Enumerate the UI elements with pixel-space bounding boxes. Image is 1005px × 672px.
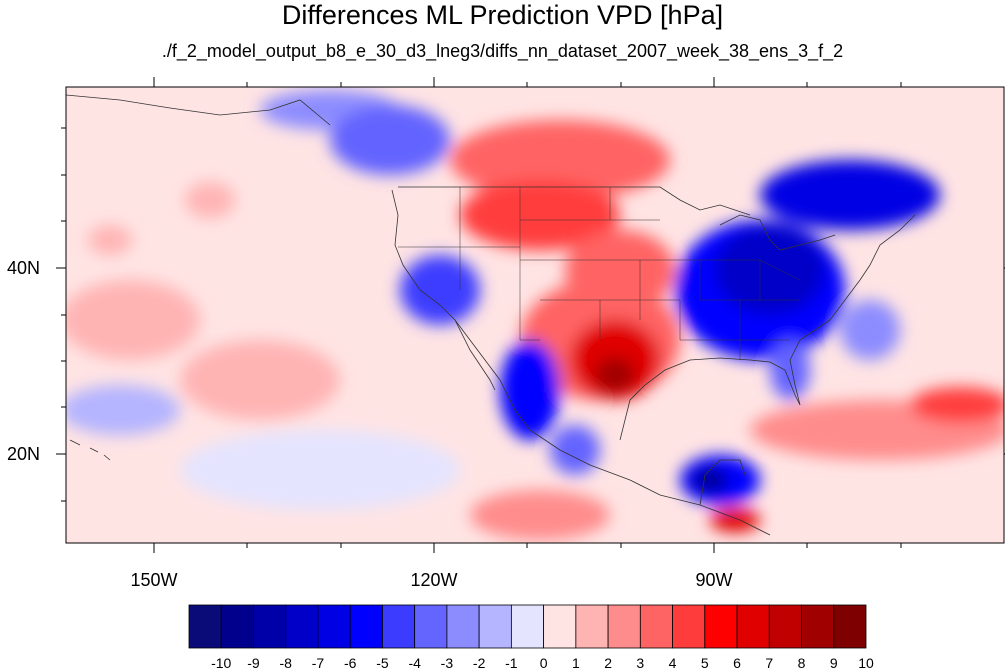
- colorbar-label: 2: [604, 655, 612, 671]
- colorbar-label: 10: [858, 655, 874, 671]
- state-boundaries: [398, 187, 801, 360]
- region-pacific-southwest-blue: [66, 385, 180, 435]
- x-tick-label: 120W: [410, 570, 457, 590]
- coastlines: [66, 94, 916, 536]
- colorbar-label: 8: [798, 655, 806, 671]
- region-central-america-red: [710, 508, 760, 532]
- mexico-west-coast: [529, 429, 771, 536]
- colorbar-swatch: [188, 604, 222, 649]
- colorbar-label: 1: [572, 655, 580, 671]
- colorbar-swatch: [285, 604, 319, 649]
- colorbar-label: 6: [733, 655, 741, 671]
- region-pacific-blob-4: [88, 225, 132, 255]
- plot-title: Differences ML Prediction VPD [hPa]: [281, 0, 724, 30]
- map-panel: [66, 87, 1004, 543]
- yucatan: [699, 459, 746, 506]
- alaska-coast: [66, 94, 331, 126]
- colorbar-swatch: [736, 604, 770, 649]
- canada-us-border: [398, 186, 751, 216]
- colorbar-label: -9: [247, 655, 260, 671]
- tick-marks: [56, 77, 1005, 553]
- colorbar-label: 3: [636, 655, 644, 671]
- colorbar-swatch: [575, 604, 609, 649]
- colorbar-swatch: [349, 604, 383, 649]
- colorbar-swatch: [607, 604, 641, 649]
- colorbar-swatch: [317, 604, 351, 649]
- region-canada-red: [450, 120, 670, 200]
- colorbar-label: -8: [279, 655, 292, 671]
- colorbar-swatch: [510, 604, 545, 649]
- x-tick-label: 90W: [695, 570, 732, 590]
- x-axis-labels: 150W 120W 90W: [130, 570, 732, 590]
- colorbar-label: 7: [765, 655, 773, 671]
- great-lakes: [719, 214, 836, 251]
- colorbar-label: -3: [441, 655, 454, 671]
- gulf-coast: [619, 214, 916, 441]
- colorbar-swatch: [768, 604, 802, 649]
- colorbar-swatch: [833, 604, 867, 649]
- colorbar-swatch: [414, 604, 448, 649]
- region-canada-west-blue: [330, 105, 450, 175]
- region-central-america-core: [692, 468, 728, 492]
- colorbar-label: -1: [505, 655, 518, 671]
- region-pacific-blob-3: [185, 182, 235, 218]
- colorbar-swatch: [220, 604, 254, 649]
- baja-california: [454, 319, 496, 391]
- plot-subtitle: ./f_2_model_output_b8_e_30_d3_lneg3/diff…: [161, 41, 844, 61]
- region-southwest-red: [470, 490, 610, 540]
- y-tick-label: 20N: [7, 444, 40, 464]
- colorbar-label: -10: [211, 655, 231, 671]
- colorbar-swatch: [639, 604, 673, 649]
- colorbar-label: 9: [830, 655, 838, 671]
- region-florida: [770, 340, 810, 400]
- colorbar-label: 4: [669, 655, 677, 671]
- colorbar-label: -2: [473, 655, 486, 671]
- region-eastern-canada: [760, 160, 940, 230]
- region-mexico-west-south: [550, 425, 600, 475]
- colorbar-label: -6: [344, 655, 357, 671]
- colorbar-swatch: [446, 604, 480, 649]
- hawaii: [69, 439, 111, 461]
- colorbar-swatch: [672, 604, 706, 649]
- colorbar-label: -7: [312, 655, 325, 671]
- region-northern-plains: [460, 180, 620, 250]
- region-pacific-blob-1: [66, 280, 200, 360]
- colorbar-swatch: [253, 604, 287, 649]
- colorbar-swatch: [801, 604, 835, 649]
- region-eastern-us-core: [715, 225, 825, 315]
- region-mexico-west: [500, 340, 560, 440]
- x-tick-label: 150W: [130, 570, 177, 590]
- colorbar-label: 0: [540, 655, 548, 671]
- colorbar-label: -5: [376, 655, 389, 671]
- colorbar-label: 5: [701, 655, 709, 671]
- region-pacific-blob-2: [180, 340, 340, 420]
- region-caribbean-band-east: [910, 387, 1004, 423]
- region-atlantic-coast: [840, 300, 900, 360]
- region-california: [400, 255, 480, 325]
- colorbar-swatch: [478, 604, 512, 649]
- y-axis-labels: 40N 20N: [7, 258, 40, 464]
- colorbar-swatch: [704, 604, 738, 649]
- colorbar: -10 -9 -8 -7 -6 -5 -4 -3 -2 -1 0 1 2 3 4 5 6 7 8 9 10: [188, 604, 874, 671]
- colorbar-label: -4: [408, 655, 421, 671]
- colorbar-swatch: [382, 604, 416, 649]
- north-america-west-coast: [391, 189, 531, 431]
- y-tick-label: 40N: [7, 258, 40, 278]
- region-sw-cyan-band: [180, 430, 460, 510]
- colorbar-swatch: [543, 604, 577, 649]
- region-texas-core: [595, 357, 635, 393]
